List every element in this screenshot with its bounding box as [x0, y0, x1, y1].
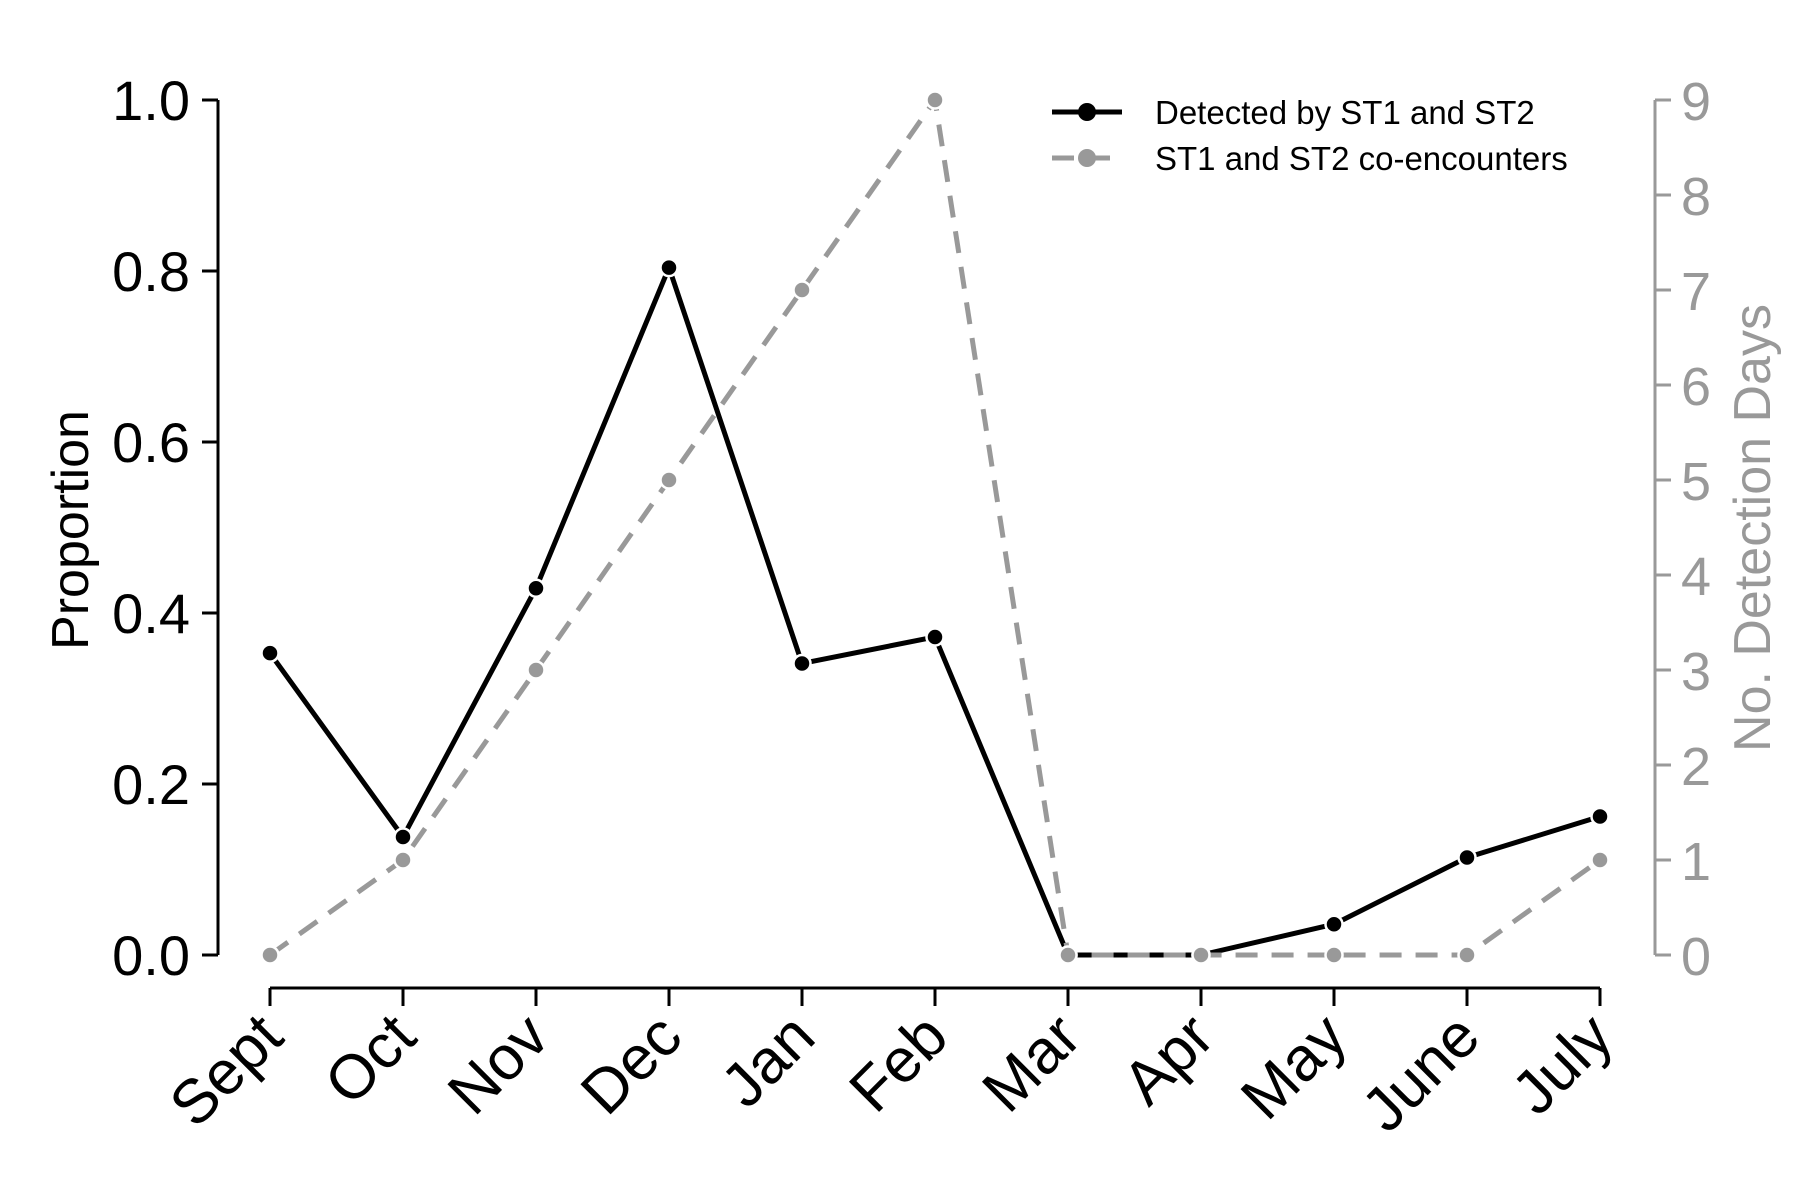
series-1-point — [526, 578, 546, 598]
series-1-point — [260, 643, 280, 663]
y-right-axis-label: No. Detection Days — [1724, 304, 1782, 752]
series-line-1 — [267, 265, 1601, 958]
y-right-tick-label: 3 — [1681, 642, 1711, 702]
series-line-2 — [268, 97, 1602, 958]
y-left-axis-label: Proportion — [42, 410, 100, 650]
y-left-tick-label: 0.6 — [112, 411, 190, 474]
legend-marker-2 — [1078, 149, 1096, 167]
y-right-tick-label: 7 — [1681, 262, 1711, 322]
y-right-tick-label: 2 — [1681, 737, 1711, 797]
legend: Detected by ST1 and ST2 ST1 and ST2 co-en… — [1052, 94, 1568, 177]
series-2-point — [925, 90, 945, 110]
y-right-tick-label: 0 — [1681, 927, 1711, 987]
y-left-tick-label: 0.0 — [112, 924, 190, 987]
x-tick-label: Oct — [312, 1001, 429, 1118]
y-right-tick-label: 5 — [1681, 452, 1711, 512]
x-tick-label: Dec — [568, 1001, 695, 1128]
y-left-tick-label: 0.2 — [112, 753, 190, 816]
series — [260, 90, 1610, 965]
series-1-point — [792, 653, 812, 674]
series-2-point — [393, 850, 413, 870]
series-2-point — [659, 470, 679, 490]
y-right-tick-label: 6 — [1681, 357, 1711, 417]
y-right-tick-label: 9 — [1681, 72, 1711, 132]
series-1-point — [1324, 914, 1344, 934]
x-tick-label: June — [1349, 1001, 1493, 1145]
legend-label-1: Detected by ST1 and ST2 — [1155, 94, 1535, 131]
legend-marker-1 — [1078, 103, 1096, 121]
series-2-point — [526, 660, 546, 680]
series-1-point — [1590, 806, 1610, 827]
legend-label-2: ST1 and ST2 co-encounters — [1155, 140, 1568, 177]
y-left-tick-label: 0.8 — [112, 240, 190, 303]
series-2-point — [260, 945, 280, 965]
x-tick-label: Apr — [1110, 1001, 1227, 1118]
y-right-tick-label: 4 — [1681, 547, 1711, 607]
axes: 0.0 0.2 0.4 0.6 0.8 1.0 Proportion 0 1 2 3 4 5 6 7 8 9 No… — [42, 69, 1782, 1145]
series-1-point — [659, 257, 679, 278]
series-2-point — [1058, 945, 1078, 965]
y-right-tick-label: 1 — [1681, 832, 1711, 892]
series-2-point — [792, 280, 812, 300]
series-2-point — [1590, 850, 1610, 870]
series-2-point — [1324, 945, 1344, 965]
x-tick-label: Sept — [157, 1001, 296, 1140]
y-left-tick-label: 0.4 — [112, 582, 190, 645]
x-tick-label: Mar — [970, 1001, 1094, 1125]
series-2-point — [1191, 945, 1211, 965]
series-2-point — [1457, 945, 1477, 965]
series-1-point — [925, 627, 945, 647]
x-tick-label: July — [1499, 1001, 1626, 1128]
series-1-point — [1457, 847, 1477, 868]
series-1-point — [393, 827, 413, 847]
x-tick-label: May — [1228, 1001, 1360, 1133]
x-tick-label: Nov — [435, 1001, 562, 1128]
y-right-tick-label: 8 — [1681, 167, 1711, 227]
x-tick-label: Feb — [837, 1001, 961, 1125]
x-tick-label: Jan — [708, 1001, 827, 1120]
y-left-tick-label: 1.0 — [112, 69, 190, 132]
